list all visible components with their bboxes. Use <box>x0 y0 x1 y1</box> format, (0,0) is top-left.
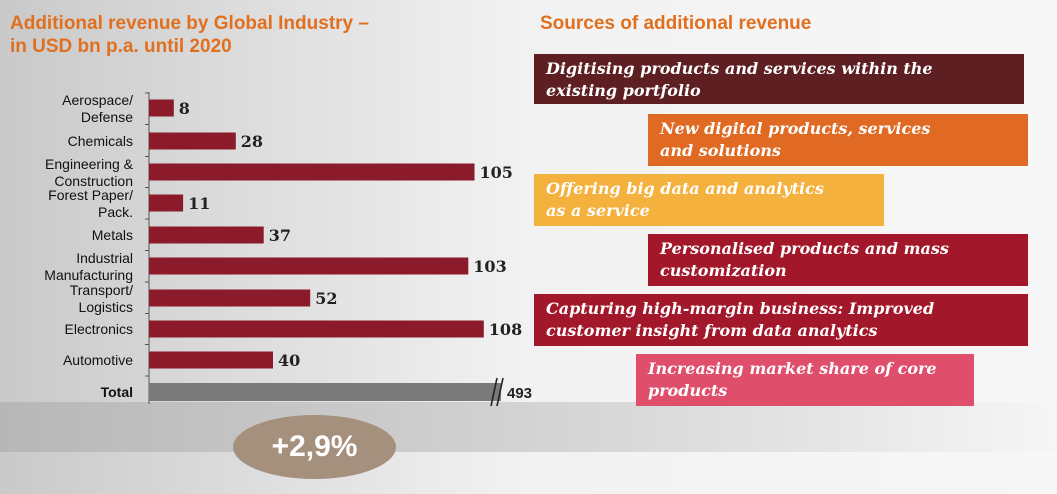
source-box-high-margin-business: Capturing high-margin business: Improved… <box>534 294 1028 346</box>
category-label-line: Pack. <box>98 204 133 220</box>
source-box-line: existing portfolio <box>546 81 701 100</box>
source-box-line: as a service <box>546 201 650 220</box>
chart-title: Additional revenue by Global Industry – … <box>10 12 470 58</box>
source-box-personalised-products: Personalised products and mass customiza… <box>648 234 1028 286</box>
source-box-line: Capturing high-margin business: Improved <box>546 299 935 318</box>
data-label: 28 <box>241 132 263 151</box>
category-label-line: Aerospace/ <box>62 92 133 108</box>
bar <box>149 132 236 150</box>
category-label: Forest Paper/Pack. <box>48 187 133 220</box>
chart-title-line-2: in USD bn p.a. until 2020 <box>10 36 232 57</box>
bar <box>149 351 273 369</box>
category-label: Automotive <box>63 352 133 368</box>
source-box-line: Increasing market share of core <box>648 359 937 378</box>
axis-break-mark <box>496 377 504 407</box>
data-label: 37 <box>269 226 291 245</box>
bar <box>149 289 311 307</box>
source-box-line: and solutions <box>660 141 781 160</box>
source-box-market-share: Increasing market share of core products <box>636 354 974 406</box>
source-box-new-digital-products: New digital products, services and solut… <box>648 114 1028 166</box>
source-box-line: customer insight from data analytics <box>546 321 878 340</box>
category-label-line: Industrial <box>76 250 133 266</box>
category-label-line: Construction <box>54 173 133 189</box>
total-label: Total <box>101 384 133 400</box>
background-band <box>0 402 1057 452</box>
category-label: Industrial Manufacturing <box>44 250 133 283</box>
axis-break-mark <box>490 377 498 407</box>
bar-chart: 8 Aerospace/Defense 28 Chemicals 105 Engineer… <box>44 92 532 407</box>
source-box-line: New digital products, services <box>660 119 931 138</box>
bar <box>149 226 264 244</box>
category-label: Aerospace/Defense <box>62 92 133 125</box>
growth-badge: +2,9% <box>233 415 396 479</box>
category-label-line: Defense <box>81 109 133 125</box>
data-label: 105 <box>480 163 513 182</box>
category-label: Engineering & Construction <box>45 156 134 189</box>
source-box-digitising: Digitising products and services within … <box>534 54 1024 104</box>
total-value-label: 493 <box>507 385 532 402</box>
category-label-line: Transport/ <box>70 282 133 298</box>
category-label: Transport/Logistics <box>70 282 133 315</box>
category-label: Chemicals <box>68 133 133 149</box>
sources-title: Sources of additional revenue <box>540 13 812 34</box>
data-label: 11 <box>188 194 210 213</box>
chart-title-line-1: Additional revenue by Global Industry – <box>10 13 369 34</box>
total-bar <box>149 383 501 401</box>
source-box-line: Digitising products and services within … <box>546 59 933 78</box>
source-box-big-data: Offering big data and analytics as a ser… <box>534 174 884 226</box>
data-label: 8 <box>179 99 190 118</box>
data-label: 108 <box>489 320 522 339</box>
category-label-line: Engineering & <box>45 156 134 172</box>
bar <box>149 257 469 275</box>
category-label-line: Logistics <box>79 299 133 315</box>
bar <box>149 320 484 338</box>
category-label-line: Manufacturing <box>44 267 133 283</box>
source-box-line: Personalised products and mass <box>660 239 949 258</box>
data-label: 103 <box>473 257 506 276</box>
category-label-line: Forest Paper/ <box>48 187 133 203</box>
data-label: 40 <box>278 351 300 370</box>
bar <box>149 99 174 117</box>
source-box-line: Offering big data and analytics <box>546 179 824 198</box>
data-label: 52 <box>315 289 337 308</box>
category-label: Metals <box>92 227 133 243</box>
source-box-line: customization <box>660 261 787 280</box>
bar <box>149 163 475 181</box>
category-label: Electronics <box>65 321 133 337</box>
source-box-line: products <box>648 381 728 400</box>
bar <box>149 194 184 212</box>
